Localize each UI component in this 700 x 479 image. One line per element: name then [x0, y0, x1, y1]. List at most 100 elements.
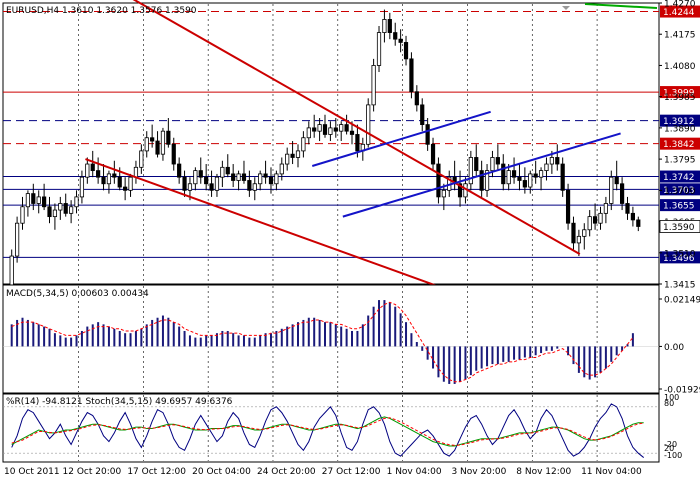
level-label-3: 1.3842: [663, 140, 695, 150]
candle-body-26: [150, 137, 155, 142]
candle-body-45: [252, 183, 257, 191]
osc-tick-label-2: -20: [664, 440, 677, 449]
candle-body-101: [555, 157, 560, 165]
level-tag-3: [660, 137, 700, 150]
candle-body-17: [101, 176, 106, 185]
osc-tick-label-1: 80: [664, 399, 674, 408]
level-label-6: 1.3655: [663, 202, 695, 212]
candle-body-105: [576, 235, 581, 244]
level-label-2: 1.3912: [663, 117, 695, 127]
price-axis: 1.4270 1.4175 1.4080 1.3985 1.3890 1.3795 1.37…: [659, 0, 700, 291]
candle-body-115: [630, 212, 635, 221]
candle-body-47: [263, 173, 268, 178]
candle-body-21: [123, 186, 128, 191]
level-label-0: 1.4244: [663, 8, 695, 18]
candle-body-106: [582, 229, 587, 237]
candle-body-28: [160, 130, 166, 155]
candle-body-108: [592, 216, 598, 224]
osc-series-1: [11, 416, 644, 447]
candle-body-24: [139, 150, 144, 168]
candle-body-85: [468, 157, 473, 185]
candle-body-51: [285, 153, 290, 165]
candle-body-3: [25, 193, 31, 208]
osc-tick-label-4: -100: [664, 451, 682, 460]
candle-body-97: [533, 173, 538, 178]
blue-channel-lower: [342, 132, 621, 218]
time-label-0: 10 Oct 2011: [4, 467, 60, 477]
candle-body-98: [538, 170, 544, 178]
candle-body-63: [349, 130, 355, 135]
trendlines: [85, 0, 658, 297]
candle-body-107: [587, 216, 592, 231]
candle-body-114: [625, 203, 630, 214]
macd-panel-frame: [2, 284, 660, 394]
candle-body-116: [636, 219, 641, 227]
candle-body-102: [560, 163, 565, 191]
candle-body-49: [274, 173, 279, 185]
level-tag-0: [660, 5, 700, 18]
candle-body-75: [414, 91, 419, 106]
candle-body-46: [258, 173, 263, 185]
osc-series-0: [11, 403, 645, 458]
candle-body-76: [420, 104, 425, 126]
macd-signal-polyline: [11, 301, 634, 383]
price-header: EURUSD,H4 1.3610 1.3620 1.3576 1.3590: [6, 6, 197, 16]
candle-body-74: [409, 58, 414, 93]
candle-body-60: [333, 127, 338, 132]
level-label-4: 1.3742: [663, 173, 695, 183]
price-tick-label-9: 1.3415: [664, 281, 696, 291]
time-axis: 10 Oct 2011 12 Oct 20:00 17 Oct 12:00 20 Oc…: [4, 467, 642, 477]
candle-body-56: [312, 127, 317, 132]
candle-body-73: [403, 42, 409, 60]
candle-body-25: [144, 137, 149, 152]
support-resistance-levels: 1.4244 1.3999 1.3912 1.3842 1.3742 1.3703 1.36…: [3, 5, 700, 264]
candle-body-38: [214, 176, 220, 191]
level-tag-1: [660, 86, 700, 99]
level-tag-6: [660, 199, 700, 212]
candle-body-53: [295, 150, 301, 158]
price-panel[interactable]: 1.4244 1.3999 1.3912 1.3842 1.3742 1.3703 1.36…: [2, 0, 700, 297]
time-label-3: 20 Oct 04:00: [192, 467, 251, 477]
candle-body-77: [425, 124, 430, 145]
candle-body-110: [603, 203, 608, 214]
candle-body-40: [225, 166, 230, 175]
candle-body-7: [47, 206, 52, 218]
macd-histogram: [3, 300, 659, 384]
candle-body-41: [231, 173, 236, 181]
time-label-8: 8 Nov 12:00: [516, 467, 571, 477]
candle-body-2: [20, 206, 25, 224]
candle-body-88: [484, 170, 490, 191]
candle-body-69: [382, 19, 387, 33]
price-tick-label-3: 1.3985: [664, 93, 696, 103]
oscillator-lines: [3, 403, 659, 458]
price-tick-label-0: 1.4270: [664, 0, 696, 10]
candle-body-94: [517, 176, 522, 181]
level-tag-4: [660, 170, 700, 183]
candle-body-22: [128, 176, 133, 191]
scroll-indicator-icon[interactable]: [562, 6, 570, 10]
price-grid: [78, 4, 598, 283]
candle-body-34: [193, 170, 198, 185]
candle-body-15: [90, 163, 95, 172]
candle-body-71: [393, 32, 398, 40]
red-channel-upper: [132, 0, 581, 255]
candle-body-10: [63, 203, 68, 214]
price-tick-label-2: 1.4080: [664, 62, 696, 72]
macd-header: MACD(5,34,5) 0.00603 0.00434: [6, 289, 149, 299]
candle-body-72: [398, 38, 403, 43]
candle-body-58: [322, 124, 328, 135]
time-label-7: 3 Nov 20:00: [451, 467, 506, 477]
candle-body-43: [241, 173, 247, 181]
price-tick-label-4: 1.3890: [664, 124, 696, 134]
time-label-5: 27 Oct 12:00: [322, 467, 381, 477]
candle-body-9: [58, 203, 63, 211]
candle-body-14: [85, 163, 90, 178]
candle-body-31: [177, 163, 182, 178]
macd-panel[interactable]: 0.02149 0.00 -0.01929 MACD(5,34,5) 0.00603…: [2, 284, 700, 396]
candle-body-13: [79, 176, 85, 198]
candle-body-52: [290, 153, 295, 158]
candle-body-29: [166, 130, 171, 145]
candle-body-18: [106, 173, 112, 185]
macd-signal-line: [11, 301, 634, 383]
